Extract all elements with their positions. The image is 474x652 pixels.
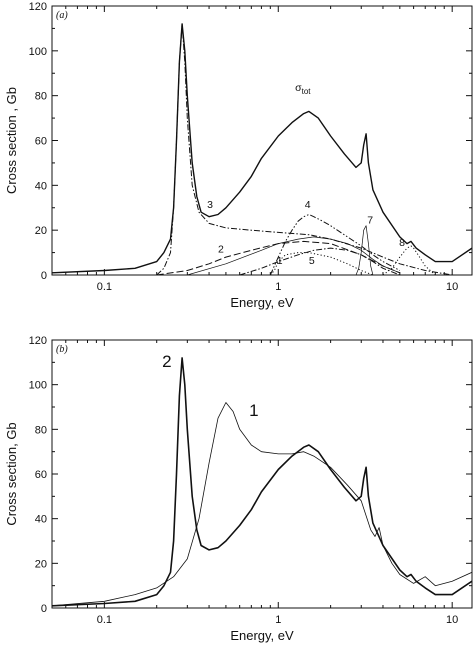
series-line-7-p1 [355, 225, 374, 275]
plot-frame [51, 5, 473, 276]
series-line-3-p1 [156, 23, 453, 275]
series-label: 3 [207, 199, 213, 211]
y-tick-label: 60 [35, 136, 47, 148]
y-axis-title: Cross section, Gb [4, 422, 19, 525]
y-tick-label: 0 [41, 270, 47, 282]
x-axis-title: Energy, eV [230, 295, 294, 310]
panel-label: (a) [56, 10, 68, 21]
y-tick-label: 80 [35, 91, 47, 103]
series-line-tot-p1 [52, 23, 472, 274]
y-tick-label: 120 [29, 335, 47, 347]
x-tick-label: 1 [275, 614, 281, 626]
x-axis-title: Energy, eV [230, 628, 294, 643]
series-line-8-p1 [382, 245, 436, 275]
x-tick-label: 0.1 [97, 281, 112, 293]
x-tick-label: 10 [446, 281, 458, 293]
series-line-6-p1 [187, 236, 400, 275]
plot-frame [51, 339, 473, 609]
series-label: 4 [305, 199, 311, 211]
panel-label: (b) [56, 344, 68, 355]
y-tick-label: 20 [35, 225, 47, 237]
series-label-sigma-tot: σtot [295, 82, 311, 96]
x-tick-label: 0.1 [97, 614, 112, 626]
y-tick-label: 40 [35, 180, 47, 192]
series-label-main: σ [295, 82, 302, 94]
series-label: 2 [218, 244, 224, 256]
series-line-1-p1 [269, 252, 374, 275]
series-line-5-p1 [239, 247, 400, 275]
y-tick-label: 100 [29, 46, 47, 58]
series-label: 1 [249, 401, 258, 420]
x-tick-label: 10 [446, 614, 458, 626]
y-tick-label: 20 [35, 558, 47, 570]
series-line-1-p2 [52, 402, 472, 607]
series-label: 8 [399, 237, 405, 249]
series-label: 7 [367, 214, 373, 226]
y-tick-label: 80 [35, 424, 47, 436]
y-tick-label: 0 [41, 603, 47, 615]
series-label: 2 [162, 352, 171, 371]
y-tick-label: 120 [29, 1, 47, 13]
x-tick-label: 1 [275, 281, 281, 293]
y-tick-label: 40 [35, 514, 47, 526]
y-tick-label: 60 [35, 469, 47, 481]
y-tick-label: 100 [29, 380, 47, 392]
series-line-2-p2 [52, 357, 472, 607]
y-axis-title: Cross section , Gb [4, 87, 19, 194]
series-label-sub: tot [302, 87, 312, 96]
series-label: 5 [309, 255, 315, 267]
